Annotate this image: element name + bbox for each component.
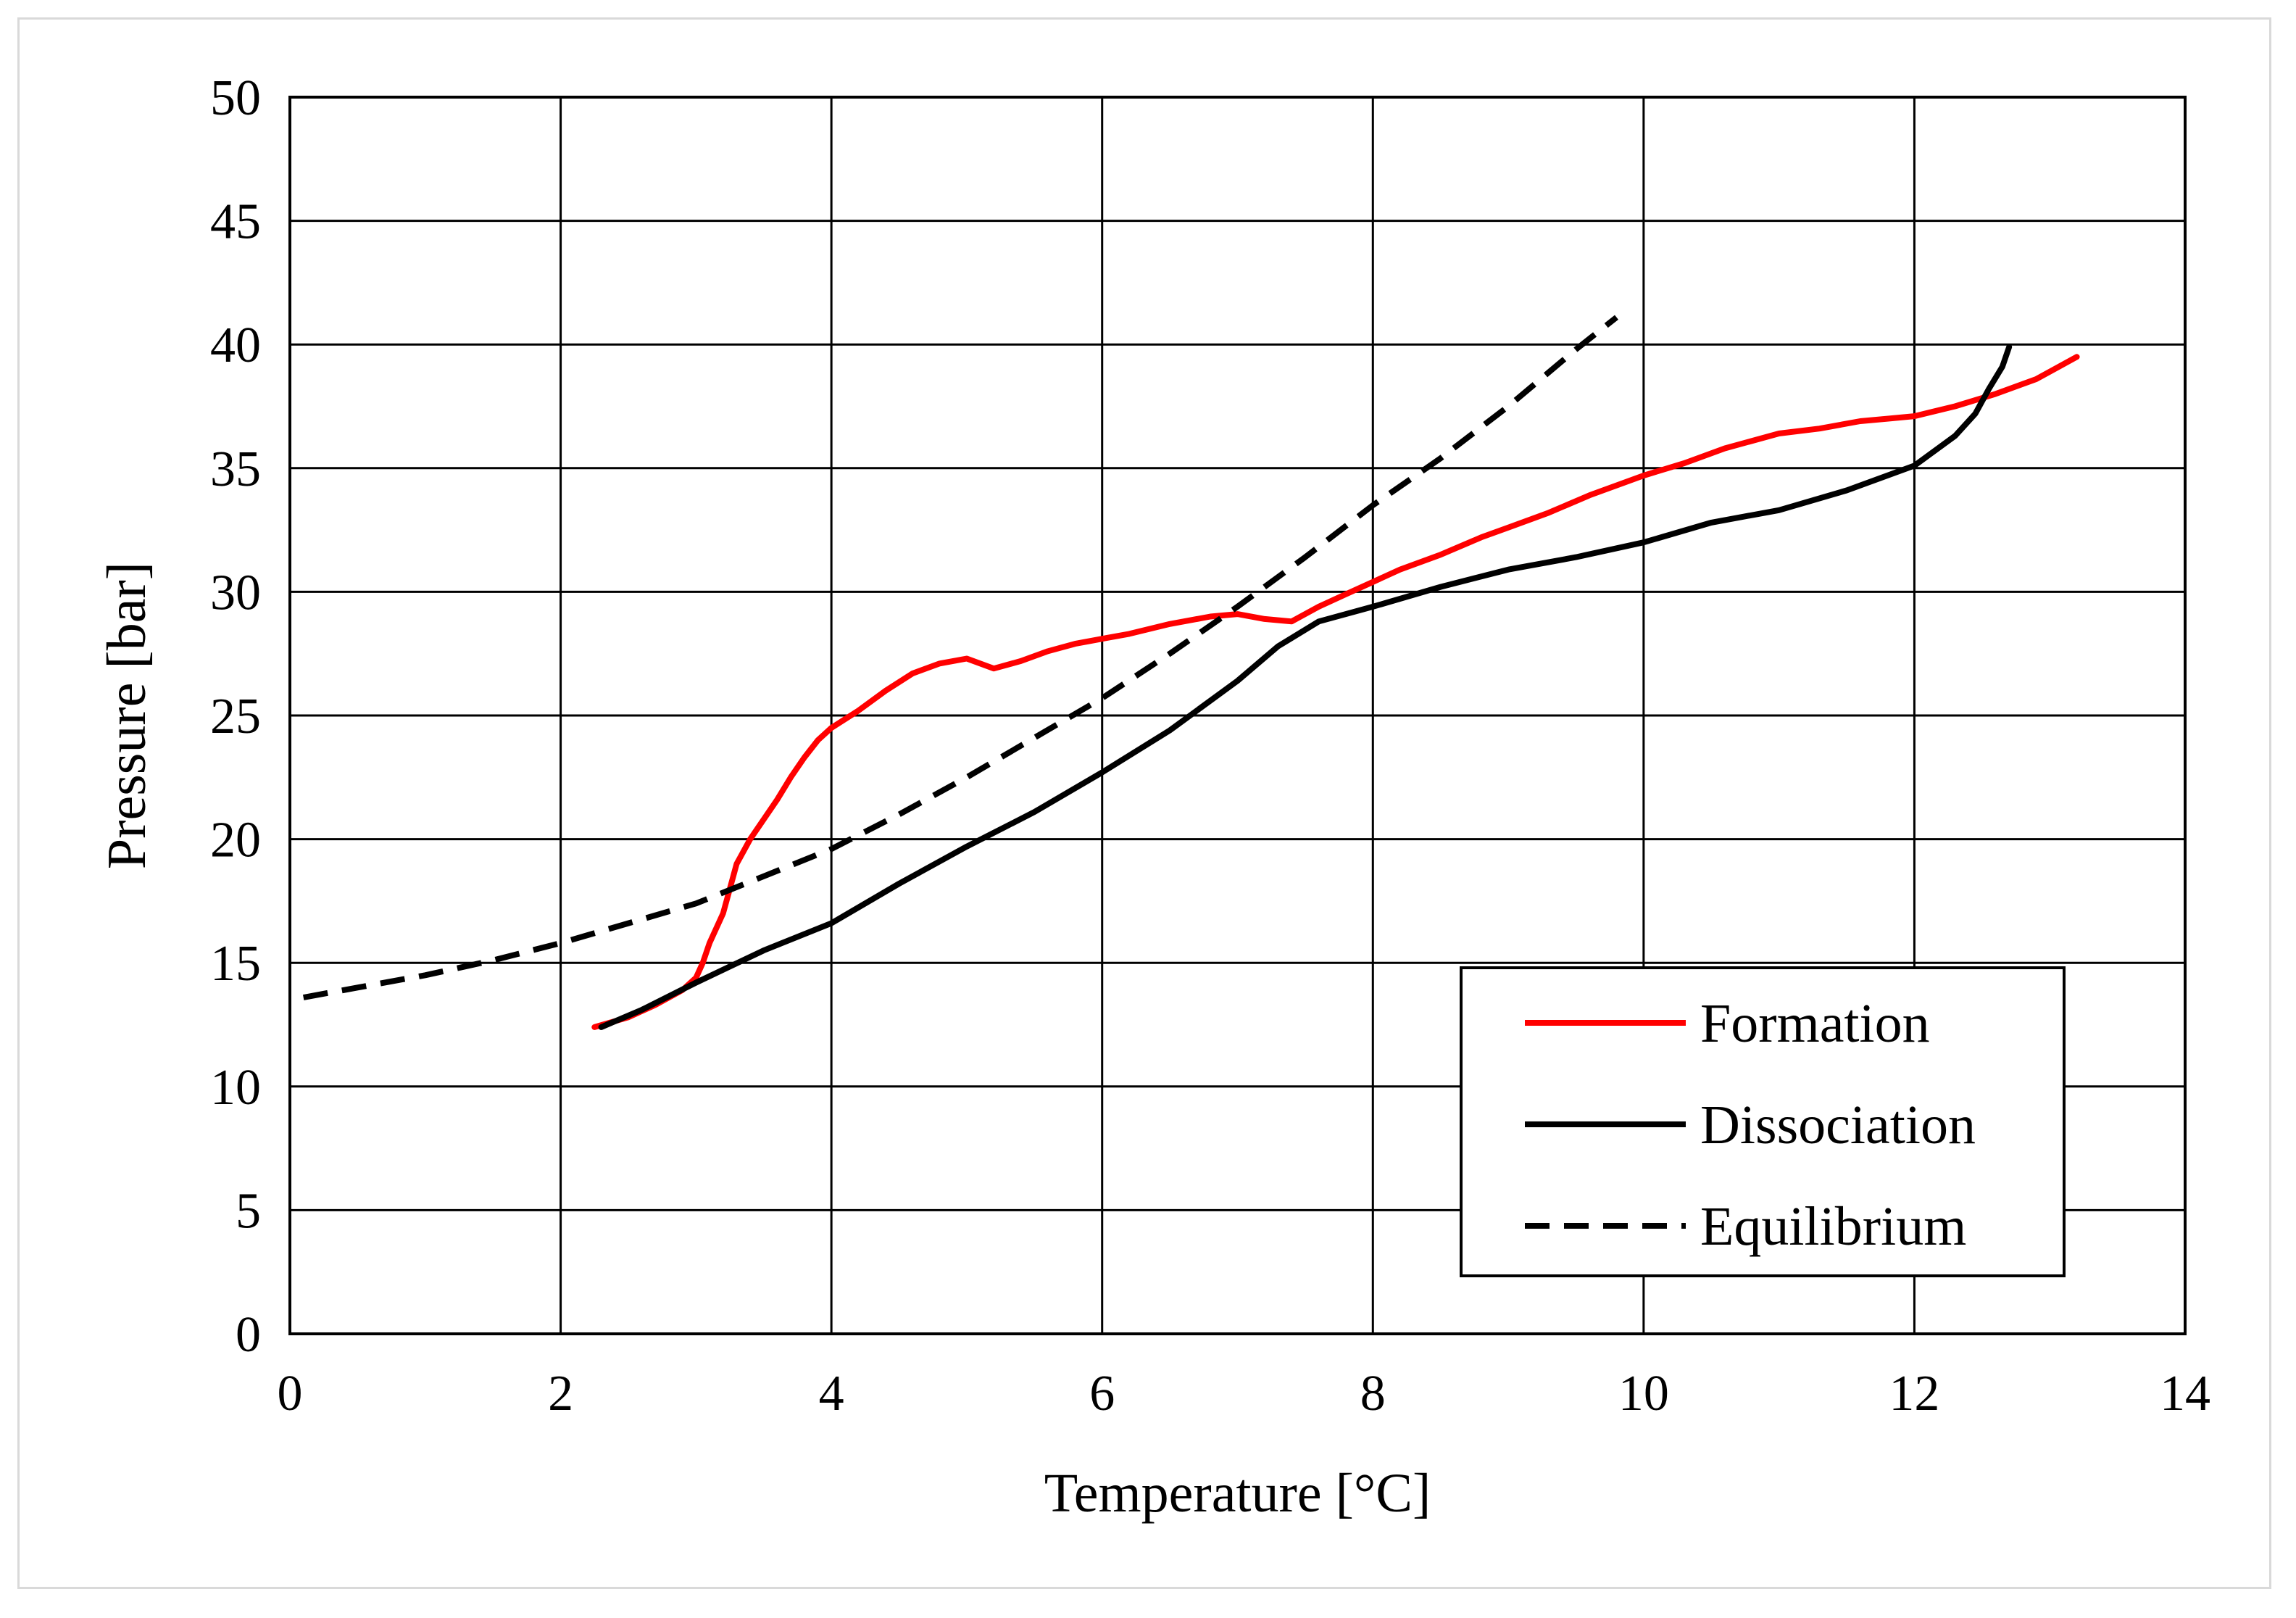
x-tick-label: 4: [819, 1366, 844, 1422]
x-tick-label: 10: [1618, 1366, 1669, 1422]
y-tick-label: 30: [210, 565, 261, 621]
plot-area-border: [288, 96, 2187, 1335]
y-tick-label: 0: [236, 1307, 261, 1363]
y-tick-label: 50: [210, 70, 261, 126]
chart-frame: [17, 17, 2271, 1589]
x-tick-label: 0: [278, 1366, 303, 1422]
x-tick-label: 6: [1089, 1366, 1115, 1422]
x-tick-label: 12: [1889, 1366, 1939, 1422]
y-tick-label: 35: [210, 441, 261, 497]
y-tick-label: 40: [210, 318, 261, 373]
y-tick-label: 45: [210, 194, 261, 250]
y-tick-label: 15: [210, 936, 261, 992]
y-tick-label: 10: [210, 1060, 261, 1116]
y-tick-label: 20: [210, 813, 261, 868]
tick-labels: 0 2 4 6 8 10 12 14 0 5 10 15 20 25 30 35 40 45 50: [210, 70, 2210, 1422]
legend-label-dissociation: Dissociation: [1700, 1095, 1976, 1156]
legend: Formation Dissociation Equilibrium: [1460, 966, 2066, 1277]
series-line-equilibrium: [302, 315, 1618, 1000]
series-lines: [302, 315, 2080, 1030]
y-tick-label: 25: [210, 689, 261, 744]
y-axis-title: Pressure [bar]: [96, 562, 157, 869]
x-axis-title: Temperature [°C]: [1044, 1463, 1431, 1524]
series-line-dissociation: [598, 344, 2013, 1030]
x-tick-label: 2: [548, 1366, 573, 1422]
x-tick-label: 8: [1360, 1366, 1386, 1422]
legend-label-equilibrium: Equilibrium: [1700, 1196, 1966, 1257]
legend-label-formation: Formation: [1700, 993, 1930, 1054]
x-tick-label: 14: [2160, 1366, 2210, 1422]
series-line-formation: [591, 354, 2080, 1030]
y-tick-label: 5: [236, 1183, 261, 1239]
